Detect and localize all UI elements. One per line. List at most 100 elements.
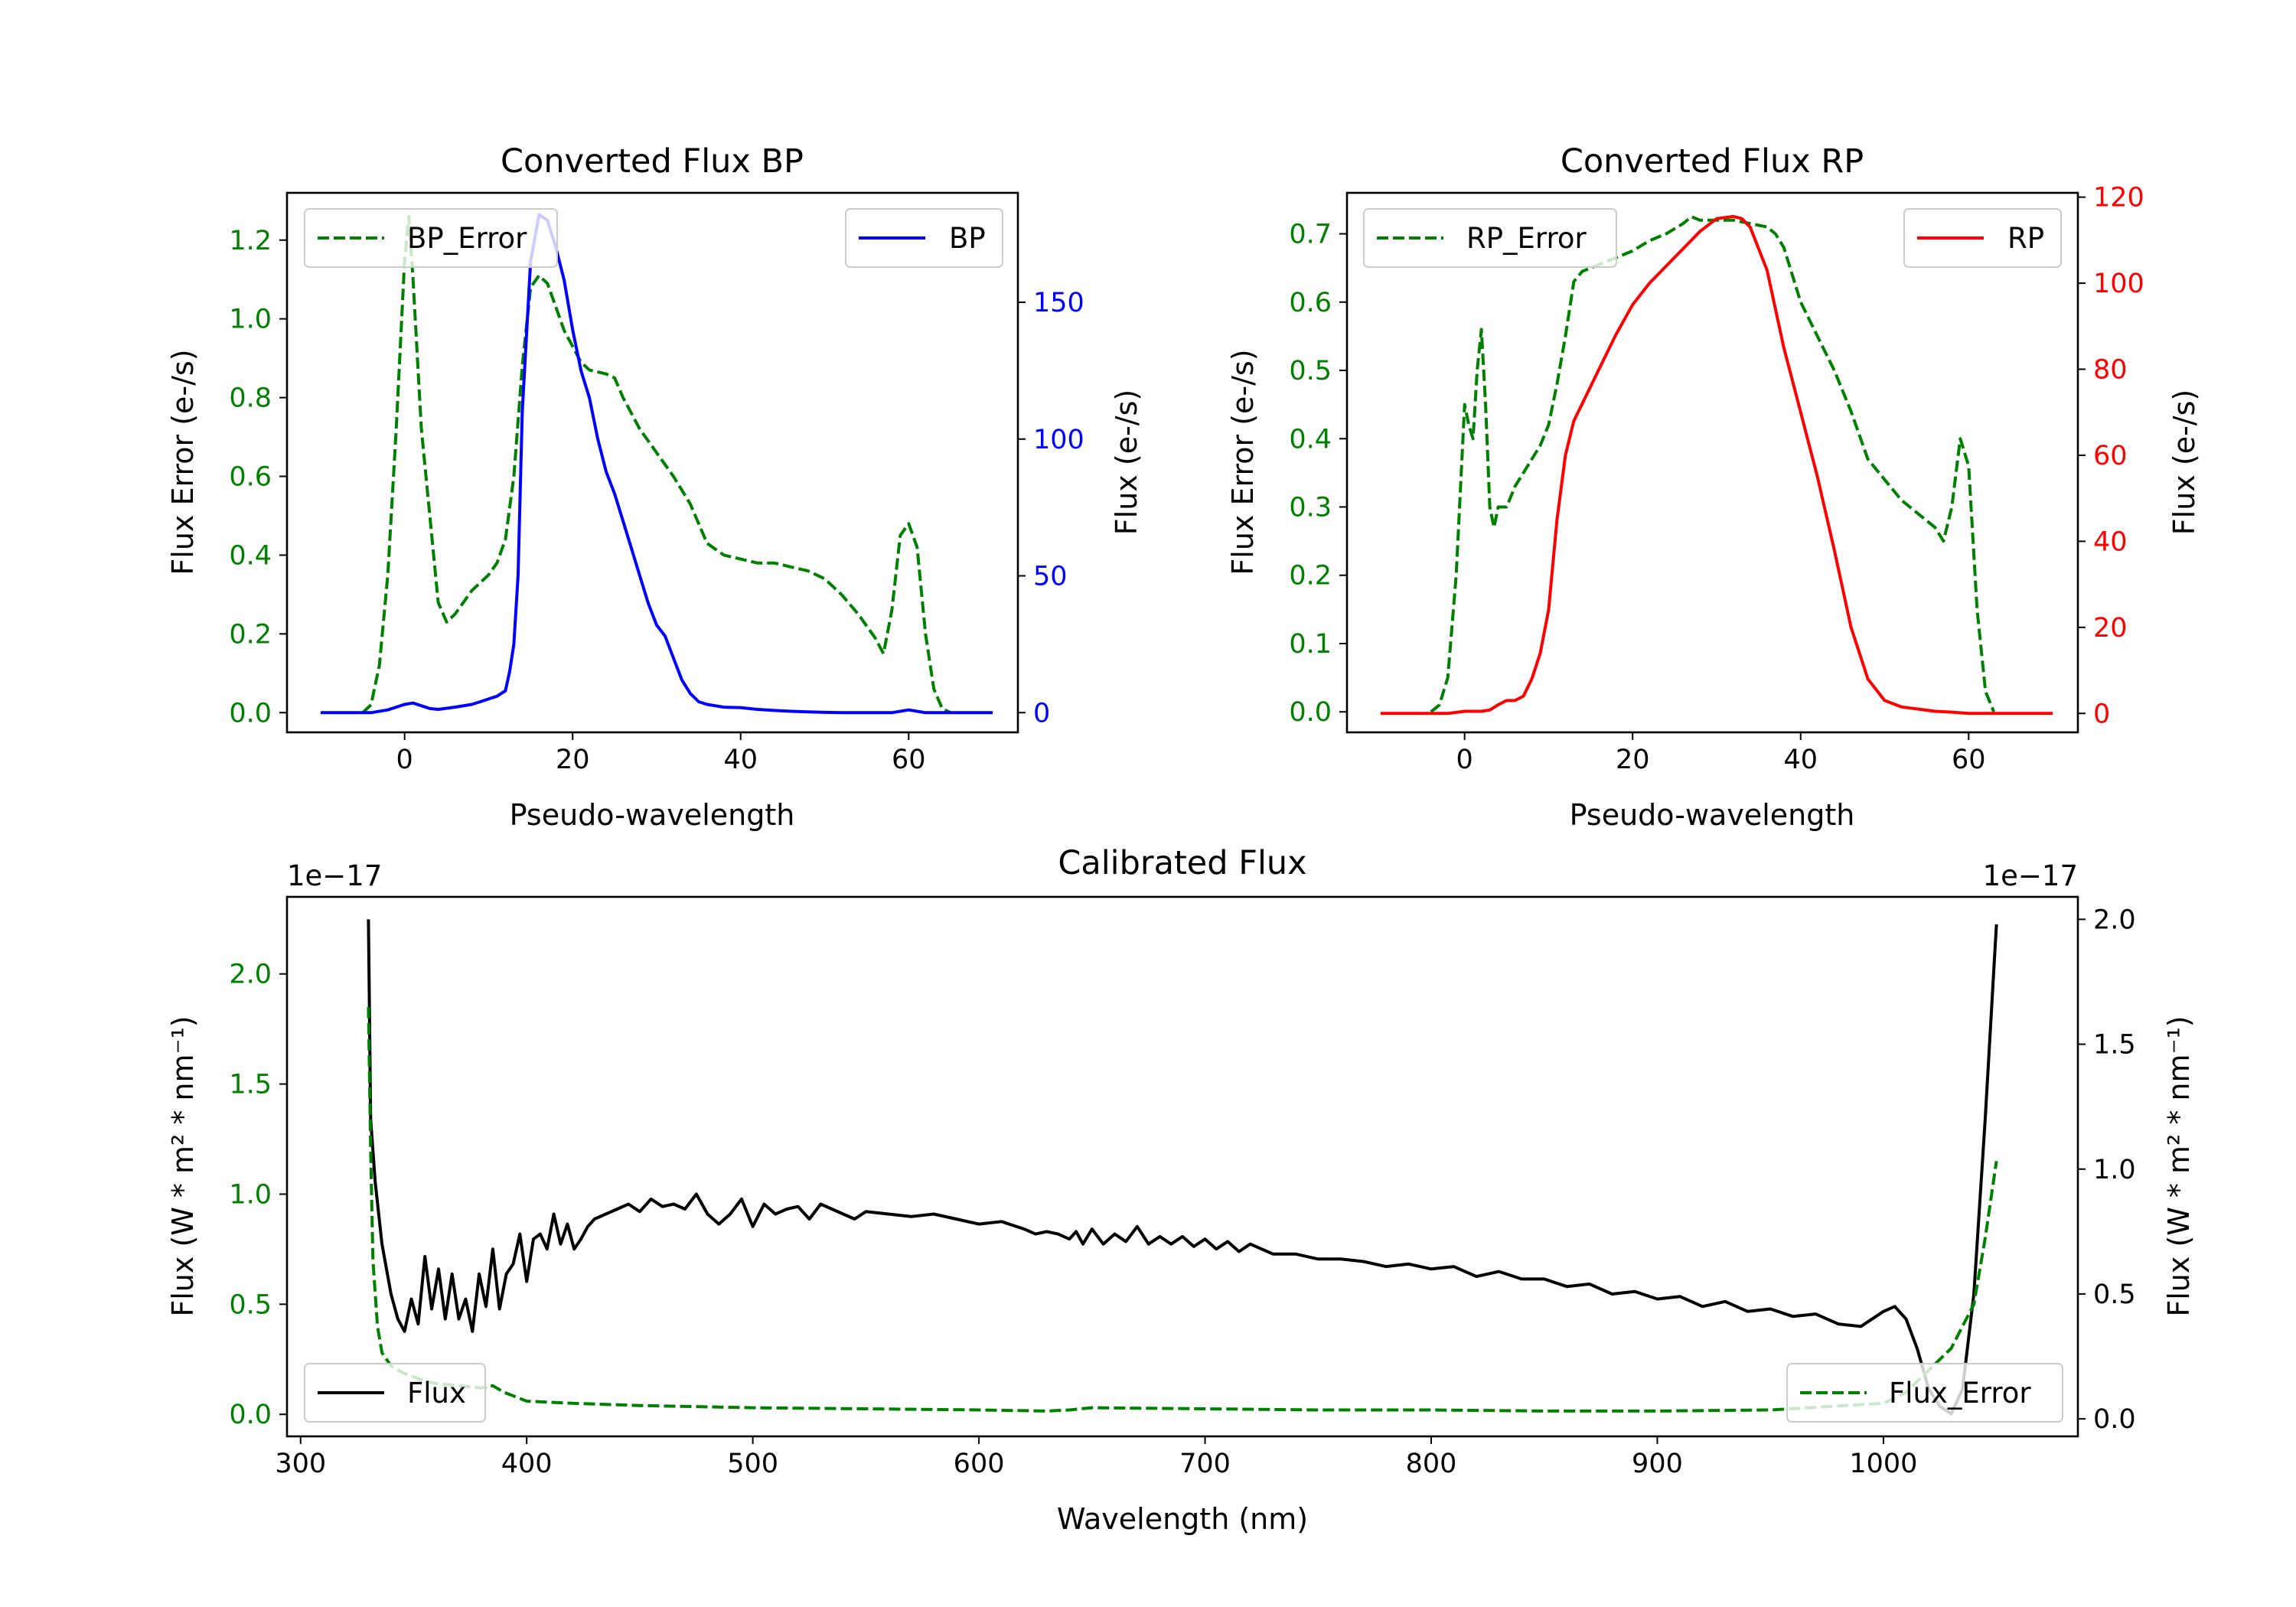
calibrated-axes-frame (285, 895, 2079, 1438)
y-tick-label-left: 0.4 (229, 540, 272, 571)
calibrated-yticks-right: 0.0 0.5 1.0 1.5 2.0 (2078, 905, 2136, 1435)
x-tick-label: 1000 (1849, 1449, 1917, 1479)
y-tick-label-right: 50 (1033, 562, 1068, 592)
bp-ylabel-left: Flux Error (e-/s) (166, 349, 200, 575)
x-tick-label: 500 (727, 1449, 778, 1479)
x-tick-label: 900 (1632, 1449, 1683, 1479)
y-tick-label-right: 100 (2093, 269, 2144, 299)
rp-ylabel-left: Flux Error (e-/s) (1226, 349, 1260, 575)
y-tick-label-left: 1.2 (229, 226, 272, 256)
y-tick-label-right: 120 (2093, 183, 2144, 214)
calibrated-xlabel: Wavelength (nm) (1057, 1502, 1308, 1536)
bp-xlabel: Pseudo-wavelength (510, 798, 795, 832)
bp-series (320, 213, 993, 715)
y-tick-label-left: 0.8 (229, 383, 272, 414)
bp-legend-right-label: BP (949, 222, 986, 255)
bp-legend-left: BP_Error (304, 208, 558, 268)
rp-legend-right-label: RP (2007, 222, 2044, 255)
y-tick-label-right: 0.0 (2093, 1404, 2136, 1435)
x-tick-label: 60 (1952, 745, 1986, 775)
rp-yticks-right: 0 20 40 60 80 100 120 (2078, 183, 2144, 729)
x-tick-label: 300 (275, 1449, 326, 1479)
y-tick-label-left: 0.6 (1289, 288, 1332, 318)
calibrated-legend-left-box (304, 1363, 486, 1423)
y-tick-label-right: 0 (1033, 698, 1050, 729)
y-tick-label-left: 0.5 (1289, 356, 1332, 386)
y-tick-label-left: 0.6 (229, 462, 272, 493)
bp-yticks-right: 0 50 100 150 (1018, 288, 1084, 729)
y-tick-label-left: 0.2 (229, 619, 272, 650)
y-tick-label-left: 1.0 (229, 305, 272, 335)
rp-legend-left-box (1363, 208, 1617, 268)
calibrated-offset-right: 1e−17 (1983, 859, 2078, 892)
calibrated-legend-left-label: Flux (407, 1377, 466, 1410)
calibrated-legend-left: Flux (304, 1363, 486, 1423)
bp-legend-left-box (304, 208, 558, 268)
bp-xticks: 0 20 40 60 (396, 732, 926, 775)
y-tick-label-left: 0.5 (229, 1289, 272, 1320)
x-tick-label: 600 (954, 1449, 1005, 1479)
rp-xticks: 0 20 40 60 (1456, 732, 1986, 775)
panel-calibrated: Calibrated Flux Wavelength (nm) 1e−17 1e… (166, 844, 2196, 1536)
y-tick-label-left: 1.5 (229, 1070, 272, 1100)
rp-series (1380, 214, 2053, 715)
calibrated-title: Calibrated Flux (1058, 844, 1306, 882)
calibrated-xticks: 300 400 500 600 700 800 900 1000 (275, 1436, 1917, 1479)
bp-ylabel-right: Flux (e-/s) (1110, 390, 1143, 535)
x-tick-label: 800 (1406, 1449, 1457, 1479)
y-tick-label-left: 1.0 (229, 1179, 272, 1210)
rp-legend-right: RP (1903, 208, 2062, 268)
rp-title: Converted Flux RP (1561, 142, 1864, 181)
y-tick-label-right: 20 (2093, 613, 2128, 644)
x-tick-label: 20 (556, 745, 590, 775)
y-tick-label-left: 0.7 (1289, 220, 1332, 250)
bp-axes-frame (285, 191, 1019, 734)
y-tick-label-right: 100 (1033, 425, 1084, 455)
rp-xlabel: Pseudo-wavelength (1570, 798, 1855, 832)
series-line-rp-error (1430, 215, 1996, 713)
calibrated-legend-right-label: Flux_Error (1889, 1377, 2031, 1410)
series-line-flux (367, 919, 1998, 1416)
y-tick-label-left: 0.0 (1289, 697, 1332, 728)
calibrated-ylabel-left: Flux (W * m² * nm⁻¹) (166, 1015, 200, 1316)
y-tick-label-right: 80 (2093, 355, 2128, 386)
y-tick-label-left: 0.3 (1289, 493, 1332, 523)
y-tick-label-left: 0.1 (1289, 629, 1332, 660)
panel-bp: Converted Flux BP Pseudo-wavelength Flux… (166, 142, 1143, 832)
x-tick-label: 0 (1456, 745, 1473, 775)
series-line-rp (1380, 214, 2053, 715)
y-tick-label-left: 0.0 (229, 698, 272, 729)
calibrated-yticks-left: 0.0 0.5 1.0 1.5 2.0 (229, 960, 287, 1430)
x-tick-label: 40 (1783, 745, 1818, 775)
y-tick-label-left: 2.0 (229, 960, 272, 990)
y-tick-label-right: 60 (2093, 441, 2128, 471)
bp-legend-right: BP (845, 208, 1003, 268)
calibrated-series (367, 919, 1998, 1416)
x-tick-label: 20 (1616, 745, 1650, 775)
bp-yticks-left: 0.0 0.2 0.4 0.6 0.8 1.0 1.2 (229, 226, 287, 729)
y-tick-label-left: 0.4 (1289, 424, 1332, 455)
x-tick-label: 60 (892, 745, 926, 775)
y-tick-label-left: 0.0 (229, 1400, 272, 1430)
x-tick-label: 400 (501, 1449, 553, 1479)
y-tick-label-right: 0 (2093, 699, 2110, 729)
calibrated-legend-right-box (1786, 1363, 2063, 1423)
y-tick-label-right: 1.0 (2093, 1155, 2136, 1185)
x-tick-label: 700 (1179, 1449, 1231, 1479)
calibrated-offset-left: 1e−17 (287, 859, 382, 892)
series-line-bp-error (361, 214, 952, 715)
y-tick-label-right: 40 (2093, 526, 2128, 557)
rp-legend-left-label: RP_Error (1466, 222, 1587, 255)
calibrated-legend-right: Flux_Error (1786, 1363, 2063, 1423)
rp-axes-frame (1345, 191, 2079, 734)
y-tick-label-right: 1.5 (2093, 1030, 2136, 1061)
y-tick-label-right: 150 (1033, 288, 1084, 318)
rp-yticks-left: 0.0 0.1 0.2 0.3 0.4 0.5 0.6 0.7 (1289, 220, 1347, 728)
calibrated-ylabel-right: Flux (W * m² * nm⁻¹) (2162, 1015, 2196, 1316)
panel-rp: Converted Flux RP Pseudo-wavelength Flux… (1226, 142, 2201, 832)
series-line-flux-error (367, 1006, 1998, 1413)
rp-ylabel-right: Flux (e-/s) (2167, 390, 2201, 535)
x-tick-label: 0 (396, 745, 413, 775)
series-line-bp (320, 213, 993, 715)
